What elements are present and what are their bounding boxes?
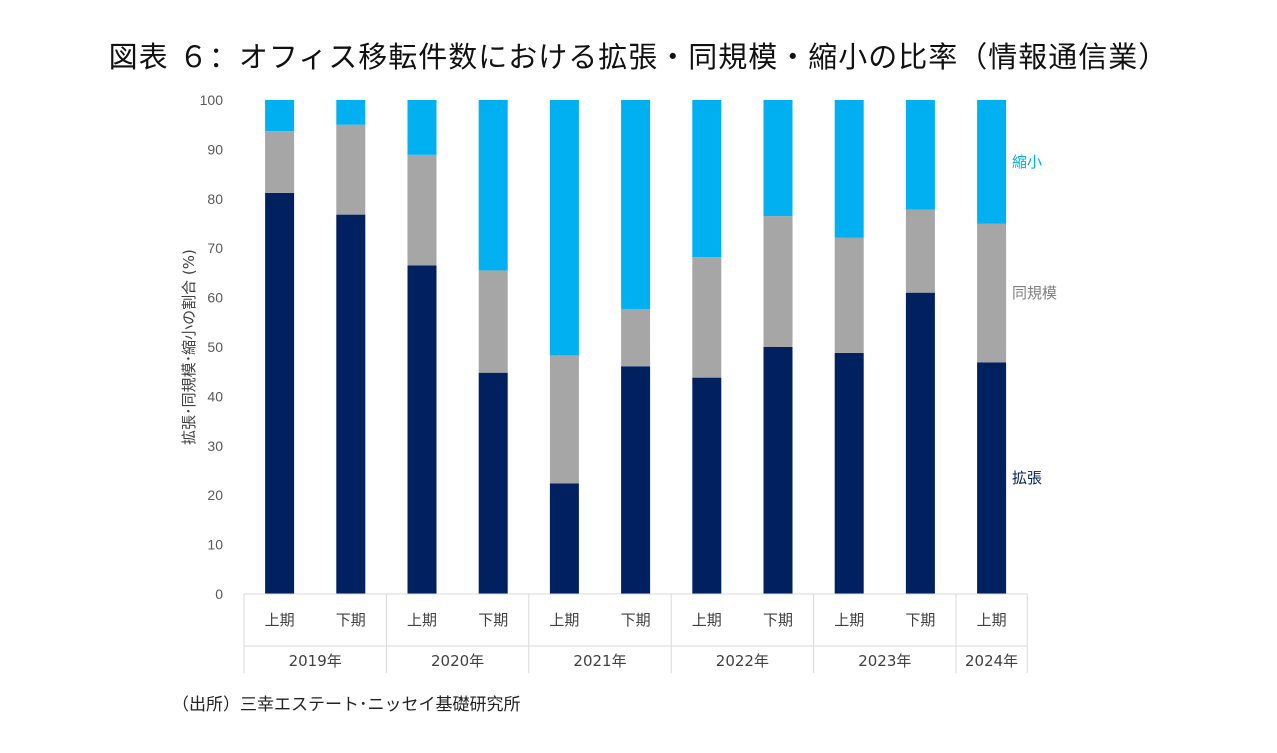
bar-segment-拡張 xyxy=(763,347,793,594)
x-group-label: 2024年 xyxy=(965,652,1018,670)
x-group-label: 2022年 xyxy=(716,652,769,670)
x-tick-label: 下期 xyxy=(905,611,935,629)
bar-segment-縮小 xyxy=(834,100,864,238)
y-axis-label: 拡張･同規模･縮小の割合 (%) xyxy=(180,249,198,445)
bar-segment-拡張 xyxy=(265,192,295,594)
bar-segment-同規模 xyxy=(549,355,579,484)
y-tick-label: 70 xyxy=(207,240,223,256)
y-tick-label: 0 xyxy=(215,586,223,602)
bar-segment-縮小 xyxy=(763,100,793,217)
bar-segment-縮小 xyxy=(549,100,579,356)
legend-label: 拡張 xyxy=(1012,469,1042,487)
y-tick-label: 60 xyxy=(207,290,223,306)
x-tick-label: 下期 xyxy=(621,611,651,629)
x-tick-label: 上期 xyxy=(549,611,579,629)
bar-segment-縮小 xyxy=(692,100,722,258)
bar-segment-縮小 xyxy=(621,100,651,309)
x-tick-label: 上期 xyxy=(265,611,295,629)
x-group-label: 2021年 xyxy=(573,652,626,670)
bar-segment-同規模 xyxy=(763,216,793,347)
bar-segment-同規模 xyxy=(621,308,651,367)
bar-segment-同規模 xyxy=(265,131,295,193)
y-tick-label: 10 xyxy=(207,537,223,553)
bar-segment-拡張 xyxy=(834,352,864,594)
x-tick-label: 下期 xyxy=(336,611,366,629)
bar-segment-拡張 xyxy=(977,362,1007,594)
x-tick-label: 上期 xyxy=(692,611,722,629)
x-group-label: 2019年 xyxy=(289,652,342,670)
bar-segment-拡張 xyxy=(478,372,508,594)
bar-segment-同規模 xyxy=(834,237,864,353)
x-group-label: 2020年 xyxy=(431,652,484,670)
x-tick-label: 下期 xyxy=(478,611,508,629)
bar-segment-縮小 xyxy=(407,100,437,155)
y-tick-label: 20 xyxy=(207,487,223,503)
y-axis: 0 10 20 30 40 50 60 70 80 90 100 xyxy=(200,92,224,602)
bar-segment-縮小 xyxy=(905,100,935,210)
bar-segment-拡張 xyxy=(407,265,437,594)
chart-title: 図表 ６：オフィス移転件数における拡張・同規模・縮小の比率（情報通信業） xyxy=(108,40,1169,74)
y-tick-label: 80 xyxy=(207,191,223,207)
bar-segment-拡張 xyxy=(336,214,366,594)
legend-label: 同規模 xyxy=(1012,284,1057,302)
y-tick-label: 40 xyxy=(207,388,223,404)
bar-segment-拡張 xyxy=(905,292,935,594)
y-tick-label: 90 xyxy=(207,141,223,157)
bar-segment-縮小 xyxy=(265,100,295,132)
x-tick-label: 下期 xyxy=(763,611,793,629)
source-note: （出所）三幸エステート･ニッセイ基礎研究所 xyxy=(172,695,521,715)
x-tick-label: 上期 xyxy=(977,611,1007,629)
bar-segment-同規模 xyxy=(692,257,722,378)
bar-segment-同規模 xyxy=(407,154,437,266)
bar-segment-縮小 xyxy=(977,100,1007,224)
y-tick-label: 30 xyxy=(207,438,223,454)
bar-segment-同規模 xyxy=(336,124,366,215)
x-group-label: 2023年 xyxy=(858,652,911,670)
bar-segment-縮小 xyxy=(478,100,508,271)
x-axis: 上期 下期 上期 下期 上期 下期 上期 下期 上期 下期 上期 2019年 2020年 2021年 202… xyxy=(243,593,1028,673)
y-tick-label: 50 xyxy=(207,339,223,355)
y-tick-label: 100 xyxy=(200,92,224,108)
x-tick-label: 上期 xyxy=(407,611,437,629)
bar-segment-同規模 xyxy=(478,270,508,373)
bar-segment-拡張 xyxy=(621,366,651,594)
bar-segment-拡張 xyxy=(549,483,579,594)
bar-segment-同規模 xyxy=(905,209,935,293)
x-tick-label: 上期 xyxy=(834,611,864,629)
bars xyxy=(265,100,1007,594)
bar-segment-縮小 xyxy=(336,100,366,125)
legend-label: 縮小 xyxy=(1012,153,1042,171)
bar-segment-同規模 xyxy=(977,223,1007,363)
bar-segment-拡張 xyxy=(692,377,722,594)
